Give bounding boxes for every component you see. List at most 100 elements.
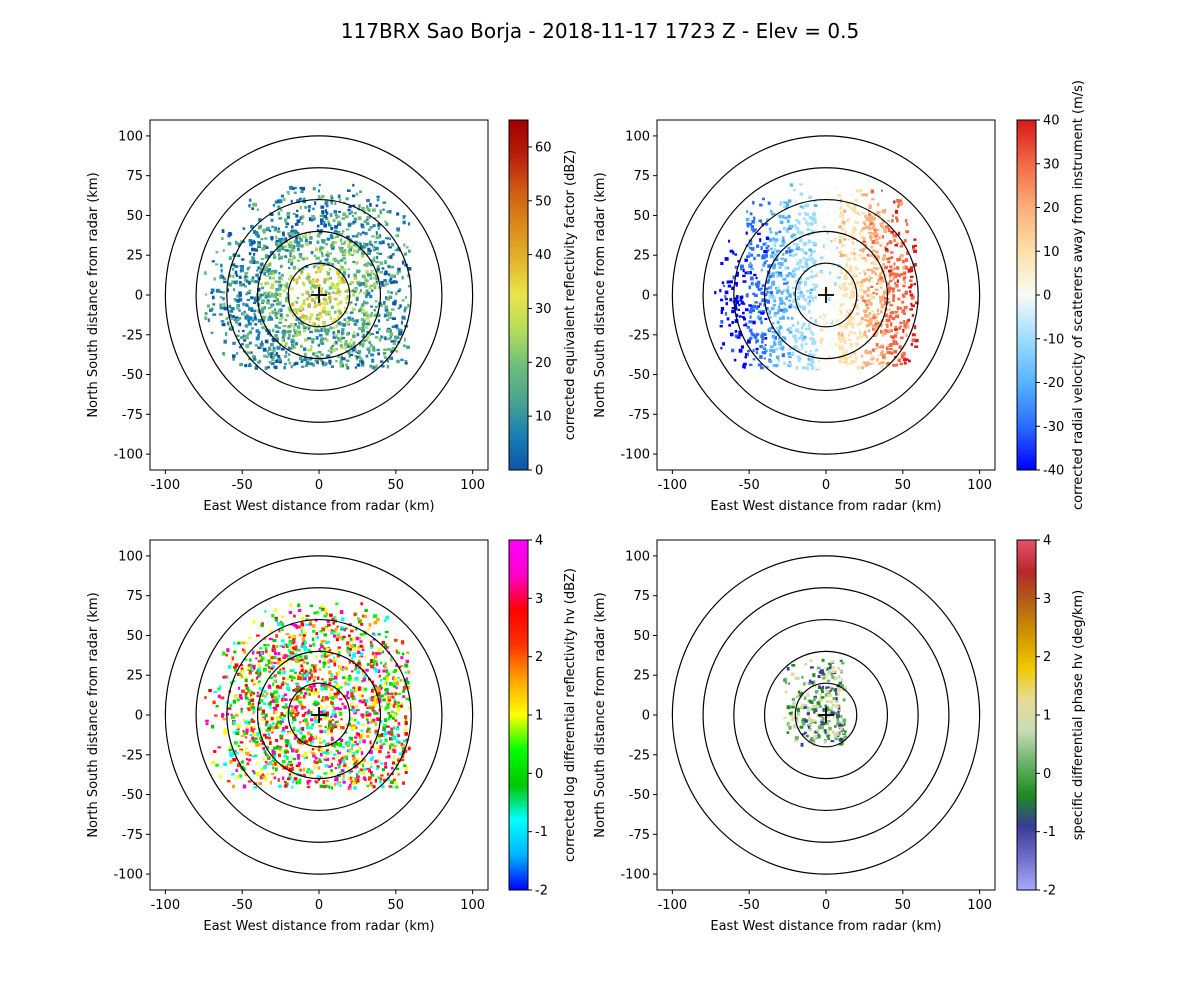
- echo-pixel: [275, 704, 280, 708]
- echo-pixel: [278, 747, 281, 751]
- echo-pixel: [811, 247, 814, 250]
- echo-pixel: [788, 363, 793, 366]
- echo-pixel: [382, 727, 386, 732]
- echo-pixel: [876, 228, 880, 231]
- echo-pixel: [322, 239, 326, 242]
- echo-pixel: [285, 687, 290, 690]
- echo-pixel: [333, 285, 336, 289]
- echo-pixel: [354, 303, 357, 306]
- echo-pixel: [913, 263, 917, 267]
- echo-pixel: [281, 681, 285, 685]
- echo-pixel: [295, 648, 298, 652]
- echo-pixel: [891, 219, 894, 223]
- echo-pixel: [740, 302, 743, 305]
- echo-pixel: [841, 216, 844, 221]
- echo-pixel: [282, 246, 285, 249]
- echo-pixel: [770, 307, 775, 311]
- echo-pixel: [382, 208, 385, 211]
- echo-pixel: [347, 303, 352, 306]
- echo-pixel: [734, 253, 738, 256]
- echo-pixel: [380, 774, 384, 777]
- echo-pixel: [309, 604, 313, 607]
- echo-pixel: [229, 309, 234, 313]
- echo-pixel: [313, 665, 316, 669]
- echo-pixel: [336, 282, 340, 286]
- echo-pixel: [363, 631, 367, 635]
- echo-pixel: [347, 274, 350, 278]
- echo-pixel: [281, 622, 285, 627]
- echo-pixel: [254, 299, 257, 303]
- echo-pixel: [370, 774, 375, 777]
- echo-pixel: [869, 204, 872, 208]
- echo-pixel: [835, 259, 839, 262]
- echo-pixel: [864, 271, 867, 276]
- echo-pixel: [345, 301, 348, 304]
- echo-pixel: [889, 335, 894, 338]
- echo-pixel: [309, 242, 312, 245]
- echo-pixel: [342, 758, 345, 762]
- echo-pixel: [835, 205, 840, 208]
- echo-pixel: [241, 343, 244, 346]
- echo-pixel: [358, 291, 361, 295]
- echo-pixel: [802, 250, 806, 255]
- echo-pixel: [279, 660, 284, 665]
- echo-pixel: [356, 758, 360, 762]
- echo-pixel: [376, 669, 381, 673]
- echo-pixel: [365, 221, 370, 226]
- echo-pixel: [290, 679, 294, 682]
- echo-pixel: [305, 265, 309, 268]
- echo-pixel: [407, 222, 411, 226]
- echo-pixel: [271, 328, 275, 333]
- echo-pixel: [251, 679, 254, 682]
- echo-pixel: [342, 635, 346, 638]
- echo-pixel: [233, 720, 236, 724]
- echo-pixel: [244, 736, 248, 739]
- echo-pixel: [737, 271, 739, 276]
- echo-pixel: [341, 328, 345, 331]
- echo-pixel: [273, 365, 276, 369]
- echo-pixel: [324, 201, 328, 205]
- echo-pixel: [379, 261, 384, 265]
- echo-pixel: [320, 358, 323, 362]
- echo-pixel: [760, 268, 763, 272]
- echo-pixel: [285, 740, 289, 745]
- echo-pixel: [257, 346, 261, 350]
- echo-pixel: [330, 346, 333, 350]
- echo-pixel: [292, 229, 297, 233]
- echo-pixel: [361, 763, 365, 768]
- echo-pixel: [382, 669, 386, 673]
- echo-pixel: [398, 666, 402, 669]
- echo-pixel: [241, 641, 245, 645]
- echo-pixel: [274, 618, 278, 622]
- echo-pixel: [374, 729, 379, 734]
- echo-pixel: [238, 345, 242, 349]
- echo-pixel: [235, 307, 240, 310]
- echo-pixel: [244, 677, 249, 680]
- echo-pixel: [826, 236, 831, 241]
- echo-pixel: [223, 339, 227, 344]
- echo-pixel: [783, 361, 786, 365]
- echo-pixel: [326, 302, 329, 306]
- echo-pixel: [304, 740, 308, 743]
- echo-pixel: [903, 361, 907, 365]
- echo-pixel: [252, 711, 255, 715]
- echo-pixel: [843, 287, 847, 292]
- echo-pixel: [838, 336, 841, 340]
- echo-pixel: [857, 366, 860, 370]
- echo-pixel: [387, 645, 391, 648]
- echo-pixel: [241, 258, 245, 261]
- echo-pixel: [750, 247, 755, 251]
- echo-pixel: [794, 253, 798, 257]
- echo-pixel: [801, 291, 806, 296]
- echo-pixel: [284, 750, 287, 754]
- echo-pixel: [287, 644, 291, 647]
- echo-pixel: [823, 298, 826, 301]
- echo-pixel: [794, 305, 798, 310]
- echo-pixel: [245, 324, 249, 328]
- echo-pixel: [752, 304, 756, 309]
- echo-pixel: [816, 291, 820, 295]
- echo-pixel: [275, 634, 278, 638]
- echo-pixel: [251, 698, 255, 702]
- echo-pixel: [273, 674, 277, 677]
- echo-pixel: [289, 603, 292, 608]
